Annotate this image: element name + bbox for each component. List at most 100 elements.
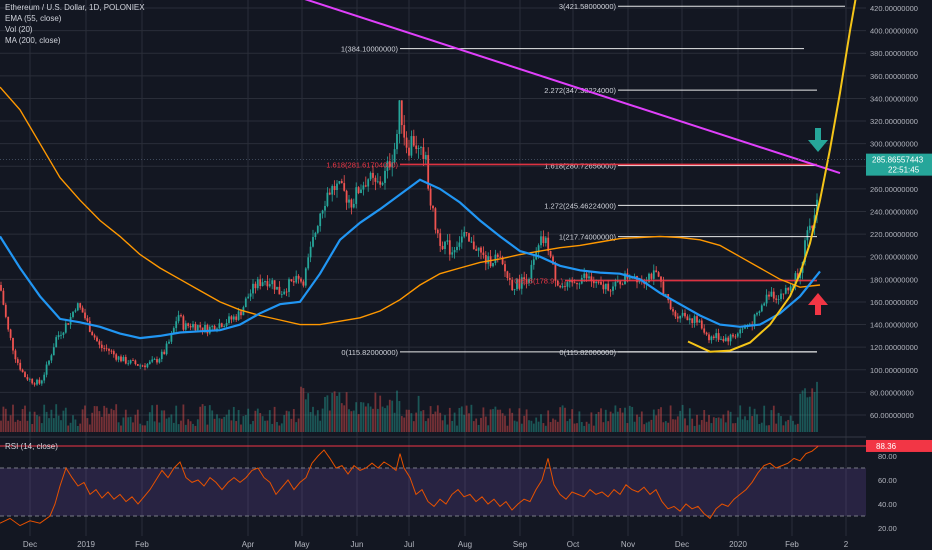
volume-bar [516,421,518,432]
volume-bar [180,420,182,432]
candle-body [338,181,341,184]
volume-bar [573,423,576,432]
rsi-band [0,468,866,516]
fib-label: 0(115.82000000) [559,348,616,357]
candle-body [170,334,173,342]
volume-bar [602,422,605,432]
candle-body [508,277,511,280]
time-tick-label: Jun [351,540,364,549]
candle-body [784,287,787,294]
candle-body [223,325,226,327]
candle-body [129,360,132,364]
candle-body [756,312,758,315]
candle-body [187,323,190,326]
volume-bar [328,410,331,432]
candle-body [439,233,442,246]
volume-bar [288,411,290,432]
symbol-legend: Ethereum / U.S. Dollar, 1D, POLONIEX [5,3,145,12]
volume-bar [705,421,708,432]
candle-body [434,208,437,230]
volume-bar [235,421,238,432]
rsi-tick-label: 80.00 [878,452,897,461]
candle-body [285,291,288,293]
volume-bar [297,418,300,432]
candle-body [763,303,766,306]
candle-body [256,279,259,289]
candle-body [288,279,290,292]
time-tick-label: Nov [621,540,635,549]
volume-bar [240,424,242,432]
candle-body [314,232,317,238]
volume-bar [763,405,766,432]
price-axis-bg [866,0,932,550]
volume-bar [201,404,204,432]
volume-bar [590,412,593,432]
candle-body [297,275,300,279]
candle-body [199,325,202,328]
candle-body [616,281,619,283]
volume-bar [744,416,746,432]
candle-body [276,286,278,290]
volume-bar [55,404,58,432]
volume-bar [482,407,485,432]
candle-body [343,183,346,191]
candle-body [264,281,266,283]
time-tick-label: Dec [675,540,689,549]
volume-bar [117,422,120,432]
rsi-pane [0,445,866,527]
candle-body [72,311,74,318]
candle-body [7,316,10,330]
volume-bar [129,416,132,432]
volume-bar [400,416,403,432]
volume-bar [74,419,77,432]
candle-body [175,321,178,329]
candle-body [794,273,797,285]
volume-bar [350,411,353,432]
volume-bar [247,408,250,432]
candle-body [432,205,434,209]
candle-body [448,240,451,255]
candle-body [806,230,809,241]
price-tick-label: 100.00000000 [870,366,918,375]
volume-bar [655,415,658,432]
candle-body [105,348,108,350]
volume-bar [674,419,677,432]
candle-body [710,336,713,341]
candle-body [283,291,286,295]
candle-body [360,189,362,194]
price-tick-label: 60.00000000 [870,411,914,420]
candle-body [460,236,463,243]
candle-body [736,333,739,337]
candle-body [523,277,526,280]
volume-bar [31,424,34,432]
volume-bar [513,420,516,432]
volume-bar [806,397,809,432]
volume-bar [672,419,674,432]
volume-bar [758,424,761,432]
candle-body [436,229,439,234]
volume-bar [506,425,509,432]
candle-body [280,294,283,296]
volume-bar [794,424,797,432]
volume-bar [712,417,715,432]
candle-body [218,323,221,329]
candle-body [722,338,725,342]
volume-bar [103,405,106,432]
volume-bar [33,411,36,432]
volume-bar [787,419,790,432]
candle-body [652,270,655,279]
volume-bar [693,425,696,432]
candles [0,99,818,387]
volume-bar [340,403,343,432]
candle-body [588,276,590,279]
candle-body [470,241,473,243]
fib-label: 0(115.82000000) [341,348,398,357]
candle-body [38,379,41,384]
candle-body [564,286,566,287]
candle-body [504,264,506,272]
volume-bar [187,419,190,432]
candle-body [739,329,742,334]
volume-bar [631,406,634,432]
candle-body [782,293,785,295]
